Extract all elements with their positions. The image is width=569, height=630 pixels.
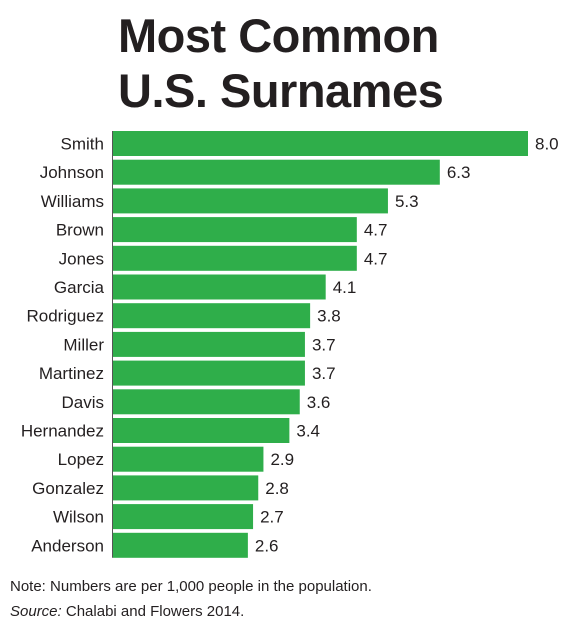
value-label: 4.7 xyxy=(364,221,388,240)
bar-miller xyxy=(113,331,305,357)
category-label: Garcia xyxy=(54,278,105,297)
category-label: Johnson xyxy=(40,163,104,182)
value-label: 3.7 xyxy=(312,364,336,383)
category-label: Anderson xyxy=(31,536,104,555)
bar-lopez xyxy=(113,446,264,472)
source-text: Chalabi and Flowers 2014. xyxy=(61,603,245,620)
category-label: Williams xyxy=(41,192,104,211)
value-label: 2.9 xyxy=(270,450,294,469)
category-label: Wilson xyxy=(53,508,104,527)
category-label: Rodriguez xyxy=(27,307,105,326)
category-label: Martinez xyxy=(39,364,104,383)
category-label: Miller xyxy=(63,335,104,354)
bar-jones xyxy=(113,245,357,271)
bar-johnson xyxy=(113,159,440,185)
category-label: Davis xyxy=(61,393,104,412)
bar-chart: Smith 8.0 Johnson 6.3 Williams 5.3 Brown 4.7 Jon… xyxy=(21,131,559,558)
value-label: 4.7 xyxy=(364,249,388,268)
category-label: Gonzalez xyxy=(32,479,104,498)
category-label: Smith xyxy=(61,135,104,154)
category-label: Brown xyxy=(56,221,104,240)
chart-title: Most Common U.S. Surnames xyxy=(118,8,558,118)
bar-rodriguez xyxy=(113,303,311,329)
category-label: Jones xyxy=(59,249,104,268)
chart-title-line-2: U.S. Surnames xyxy=(118,64,444,117)
value-label: 3.4 xyxy=(296,422,320,441)
bar-wilson xyxy=(113,504,254,530)
value-label: 2.8 xyxy=(265,479,289,498)
value-label: 2.7 xyxy=(260,508,284,527)
value-label: 6.3 xyxy=(447,163,471,182)
bar-garcia xyxy=(113,274,326,300)
chart-note: Note: Numbers are per 1,000 people in th… xyxy=(10,578,372,595)
value-label: 3.6 xyxy=(307,393,331,412)
category-label: Lopez xyxy=(58,450,104,469)
value-label: 2.6 xyxy=(255,536,279,555)
bar-gonzalez xyxy=(113,475,259,501)
bar-hernandez xyxy=(113,418,290,443)
value-label: 5.3 xyxy=(395,192,419,211)
category-label: Hernandez xyxy=(21,422,104,441)
chart-title-line-1: Most Common xyxy=(118,9,439,62)
value-label: 3.8 xyxy=(317,307,341,326)
bar-davis xyxy=(113,389,300,415)
bar-brown xyxy=(113,217,357,243)
value-label: 3.7 xyxy=(312,335,336,354)
value-label: 4.1 xyxy=(333,278,357,297)
bar-smith xyxy=(113,131,528,156)
bar-williams xyxy=(113,188,388,214)
bar-martinez xyxy=(113,360,305,386)
source-label: Source: xyxy=(10,603,62,620)
bar-anderson xyxy=(113,532,248,558)
value-label: 8.0 xyxy=(535,135,559,154)
chart-source: Source: Chalabi and Flowers 2014. xyxy=(10,603,244,620)
